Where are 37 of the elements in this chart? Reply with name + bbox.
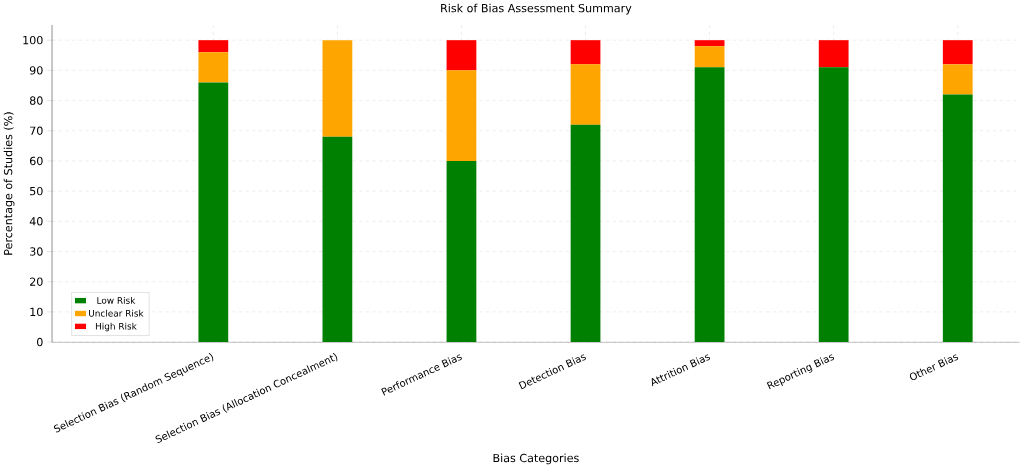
y-tick-label: 80 xyxy=(29,96,43,105)
bar xyxy=(694,67,725,343)
y-tick-label: 40 xyxy=(29,217,43,226)
y-tick-label: 70 xyxy=(30,126,43,135)
y-tick-label: 0 xyxy=(37,337,43,347)
bar xyxy=(322,40,353,137)
bar xyxy=(570,40,601,65)
y-tick-label: 100 xyxy=(23,35,43,45)
bar xyxy=(942,40,973,65)
bar xyxy=(322,136,353,343)
legend-label: High Risk xyxy=(95,322,137,332)
bar xyxy=(446,70,477,161)
bar xyxy=(942,94,973,343)
legend-label: Unclear Risk xyxy=(89,309,144,317)
x-tick-label: Other Bias xyxy=(909,354,959,380)
bar xyxy=(818,40,849,68)
bar xyxy=(570,124,601,343)
bar xyxy=(694,46,725,68)
x-axis-title: Bias Categories xyxy=(493,453,579,465)
chart-title: Risk of Bias Assessment Summary xyxy=(441,3,632,15)
bar xyxy=(198,40,229,53)
bar xyxy=(446,160,477,343)
y-tick-label: 30 xyxy=(30,247,43,256)
bar xyxy=(570,64,601,125)
bar xyxy=(198,52,229,83)
y-tick-label: 50 xyxy=(30,186,43,196)
bar xyxy=(942,64,973,95)
y-tick-label: 10 xyxy=(30,307,43,317)
bar xyxy=(818,67,849,343)
y-axis-title: Percentage of Studies (%) xyxy=(3,112,15,255)
y-tick-label: 90 xyxy=(29,66,43,75)
bar xyxy=(446,40,477,71)
y-tick-label: 20 xyxy=(30,277,43,286)
y-tick-label: 60 xyxy=(29,156,43,166)
legend-label: Low Risk xyxy=(97,296,136,304)
bar xyxy=(694,40,725,47)
bar xyxy=(198,82,229,343)
